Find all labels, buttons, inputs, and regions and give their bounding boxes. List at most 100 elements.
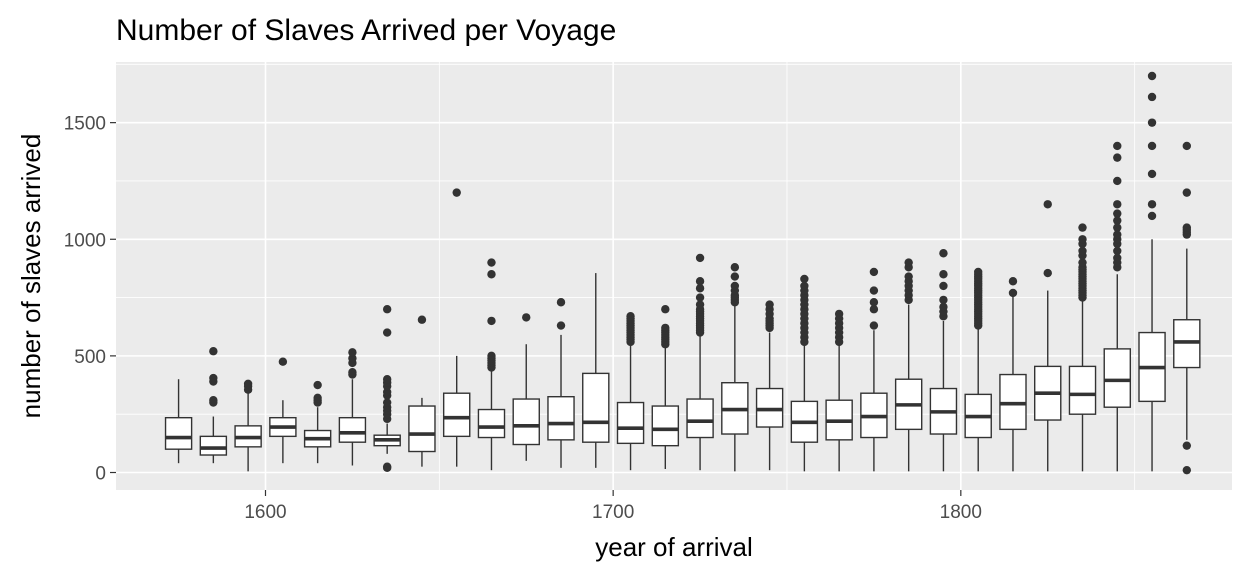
- outlier-point: [869, 305, 879, 314]
- outlier-point: [1182, 141, 1192, 151]
- outlier-point: [1078, 235, 1087, 244]
- outlier-point: [556, 321, 566, 330]
- box-1865: [1173, 141, 1201, 475]
- box-1645: [408, 315, 436, 467]
- outlier-point: [382, 462, 392, 471]
- outlier-point: [209, 373, 218, 383]
- outlier-point: [869, 298, 879, 307]
- outlier-point: [1113, 223, 1122, 232]
- outlier-point: [1078, 246, 1087, 256]
- box-1685: [547, 298, 575, 468]
- box-1725: [686, 253, 714, 471]
- major-gridlines: [116, 62, 1232, 490]
- outlier-point: [869, 286, 879, 295]
- box-1575: [164, 379, 193, 464]
- outlier-point: [661, 305, 670, 314]
- outlier-point: [904, 272, 913, 281]
- box-1595: [234, 379, 262, 472]
- outlier-point: [382, 398, 392, 407]
- box-1705: [616, 312, 645, 471]
- box-1625: [338, 348, 367, 466]
- outlier-point: [1147, 169, 1157, 179]
- outlier-point: [1043, 268, 1052, 278]
- outlier-point: [730, 281, 740, 291]
- box-body: [164, 416, 193, 450]
- outlier-point: [417, 315, 427, 324]
- outlier-point: [939, 249, 948, 258]
- outlier-point: [1113, 253, 1122, 263]
- box-body: [616, 401, 645, 445]
- outlier-point: [695, 253, 705, 263]
- outlier-point: [695, 284, 705, 293]
- box-1845: [1103, 141, 1132, 472]
- outlier-point: [1147, 141, 1157, 151]
- outlier-point: [382, 375, 392, 384]
- box-body: [442, 392, 471, 438]
- outlier-point: [487, 270, 496, 279]
- outlier-point: [313, 393, 322, 403]
- box-1605: [269, 357, 297, 464]
- outlier-point: [209, 396, 218, 405]
- outlier-point: [1113, 216, 1122, 225]
- x-tick-label: 1700: [592, 502, 634, 523]
- outlier-point: [1078, 258, 1087, 267]
- outlier-point: [869, 321, 879, 330]
- box-series: [164, 71, 1201, 475]
- box-body: [512, 398, 540, 446]
- outlier-point: [382, 387, 392, 397]
- outlier-point: [1113, 153, 1122, 162]
- box-1735: [721, 263, 749, 472]
- outlier-point: [487, 351, 496, 361]
- outlier-point: [765, 300, 774, 309]
- outlier-point: [313, 380, 322, 390]
- outlier-point: [661, 323, 670, 333]
- outlier-point: [626, 312, 635, 321]
- box-1795: [929, 249, 958, 472]
- outlier-point: [939, 281, 948, 291]
- box-body: [686, 398, 714, 439]
- outlier-point: [730, 263, 740, 272]
- box-1675: [512, 313, 540, 461]
- outlier-point: [522, 313, 531, 322]
- box-1785: [894, 258, 923, 472]
- box-1765: [825, 309, 853, 472]
- outlier-point: [1113, 230, 1122, 239]
- chart-title: Number of Slaves Arrived per Voyage: [116, 14, 616, 47]
- box-1615: [303, 380, 332, 464]
- x-tick-label: 1600: [244, 502, 286, 523]
- outlier-point: [1147, 118, 1157, 127]
- box-1745: [755, 300, 784, 471]
- outlier-point: [1182, 465, 1192, 475]
- outlier-point: [1113, 246, 1122, 256]
- y-axis-ticks: 0 500 1000 1500: [64, 114, 116, 485]
- box-1715: [651, 305, 680, 470]
- outlier-point: [1147, 92, 1157, 102]
- outlier-point: [695, 277, 705, 286]
- y-tick-label: 0: [95, 464, 106, 485]
- outlier-point: [382, 305, 392, 314]
- outlier-point: [348, 368, 357, 377]
- y-tick-label: 1000: [64, 230, 106, 251]
- outlier-point: [939, 270, 948, 279]
- outlier-point: [939, 295, 948, 305]
- box-1855: [1138, 71, 1166, 472]
- outlier-point: [939, 302, 948, 312]
- outlier-point: [1043, 200, 1052, 209]
- outlier-point: [1182, 223, 1192, 232]
- y-axis-title: number of slaves arrived: [16, 134, 46, 419]
- outlier-point: [800, 274, 809, 284]
- outlier-point: [1008, 288, 1018, 298]
- outlier-point: [1078, 223, 1087, 232]
- outlier-point: [209, 347, 218, 356]
- y-tick-label: 500: [74, 347, 106, 368]
- outlier-point: [1008, 277, 1018, 286]
- outlier-point: [1182, 441, 1192, 450]
- outlier-point: [243, 379, 253, 389]
- outlier-point: [1113, 141, 1122, 151]
- outlier-point: [348, 354, 357, 363]
- box-body: [199, 435, 228, 456]
- box-1635: [373, 305, 401, 473]
- x-axis-title: year of arrival: [595, 532, 753, 562]
- outlier-point: [452, 188, 461, 197]
- outlier-point: [834, 309, 844, 319]
